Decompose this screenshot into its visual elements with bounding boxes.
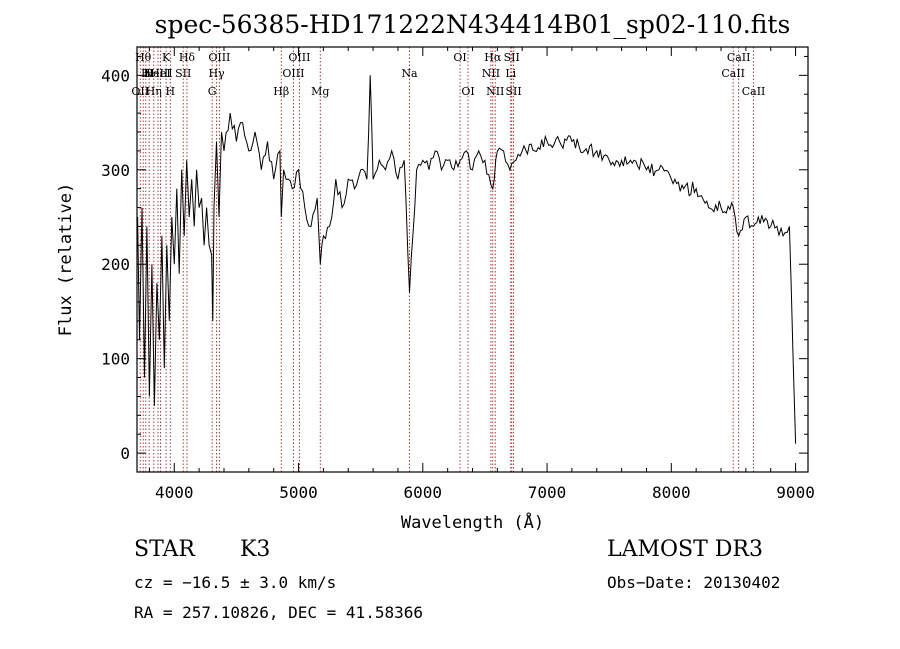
line-label-7: K (162, 51, 171, 64)
line-label-4: Hη (146, 85, 162, 98)
x-tick-label-4: 8000 (652, 483, 691, 502)
coordinates: RA = 257.10826, DEC = 41.58366 (134, 603, 423, 622)
line-label-3: H (144, 67, 154, 80)
line-label-18: Na (401, 67, 418, 80)
y-tick-label-3: 300 (101, 161, 130, 180)
line-label-2: H (141, 67, 151, 80)
line-label-21: NII (482, 67, 500, 80)
object-subclass: K3 (240, 537, 271, 562)
plot-frame (136, 46, 809, 473)
observation-date: Obs−Date: 20130402 (607, 573, 781, 592)
line-label-29: CaII (742, 85, 766, 98)
line-label-28: CaII (727, 51, 751, 64)
x-tick-label-1: 5000 (279, 483, 318, 502)
y-axis-label: Flux (relative) (56, 183, 76, 337)
x-tick-label-3: 7000 (528, 483, 567, 502)
line-label-11: G (208, 85, 217, 98)
y-tick-label-2: 200 (101, 255, 130, 274)
line-label-27: CaII (721, 67, 745, 80)
line-label-19: OI (453, 51, 466, 64)
survey-name: LAMOST DR3 (607, 537, 763, 562)
line-label-15: OIII (282, 67, 304, 80)
chart-title: spec-56385-HD171222N434414B01_sp02-110.f… (155, 10, 791, 39)
x-axis-label: Wavelength (Å) (401, 511, 544, 533)
y-tick-label-4: 400 (101, 66, 130, 85)
line-label-1: Hθ (135, 51, 152, 64)
redshift-cz: cz = −16.5 ± 3.0 km/s (134, 573, 337, 592)
line-label-20: OI (461, 85, 474, 98)
line-label-26: SII (506, 85, 522, 98)
y-tick-label-0: 0 (120, 444, 130, 463)
line-label-14: Hβ (273, 85, 289, 98)
line-label-9: SII (175, 67, 191, 80)
x-tick-label-0: 4000 (155, 483, 194, 502)
line-label-13: OIII (208, 51, 230, 64)
y-tick-label-1: 100 (101, 350, 130, 369)
line-label-6: HeI (150, 67, 170, 80)
spectrum-series-0 (137, 75, 797, 444)
line-label-0: OII (131, 85, 149, 98)
line-label-24: Li (505, 67, 516, 80)
line-label-8: H (166, 85, 176, 98)
object-class: STAR (134, 537, 195, 562)
line-label-25: SII (504, 51, 520, 64)
line-label-10: Hδ (179, 51, 196, 64)
line-label-17: Mg (311, 85, 329, 98)
x-tick-label-2: 6000 (404, 483, 443, 502)
line-label-23: NII (486, 85, 504, 98)
line-label-5: NeIII (143, 67, 172, 80)
line-label-12: Hγ (208, 67, 225, 80)
line-label-22: Hα (484, 51, 502, 64)
line-label-16: OIII (288, 51, 310, 64)
x-tick-label-5: 9000 (776, 483, 815, 502)
